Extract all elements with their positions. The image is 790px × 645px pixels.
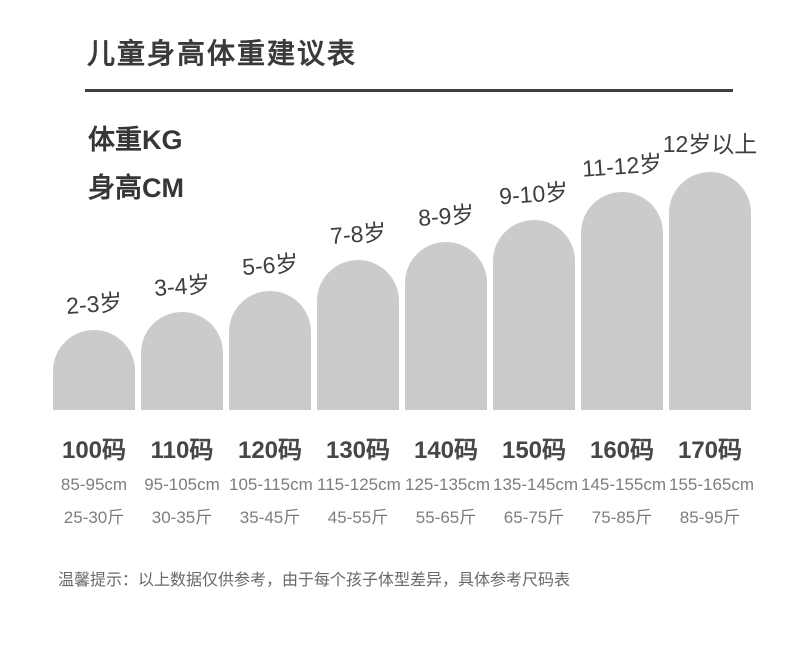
bar-column: 5-6岁 — [229, 246, 311, 410]
size-code: 110码 — [150, 437, 214, 464]
weight-range: 30-35斤 — [151, 508, 213, 527]
bar-column: 3-4岁 — [141, 267, 223, 410]
bar — [581, 192, 663, 410]
size-code: 140码 — [413, 437, 479, 464]
height-range: 115-125cm — [317, 475, 401, 494]
bar-column: 9-10岁 — [493, 175, 575, 410]
age-label: 7-8岁 — [329, 219, 388, 249]
page-title: 儿童身高体重建议表 — [87, 38, 358, 69]
age-label: 5-6岁 — [241, 250, 300, 280]
age-label: 3-4岁 — [153, 271, 212, 301]
weight-range: 65-75斤 — [503, 508, 565, 527]
weight-range: 25-30斤 — [63, 508, 125, 527]
bar — [405, 242, 487, 410]
title-divider — [85, 89, 733, 92]
weight-range: 55-65斤 — [415, 508, 477, 527]
height-range: 135-145cm — [493, 475, 579, 494]
height-range: 125-135cm — [405, 475, 491, 494]
age-label: 8-9岁 — [417, 201, 476, 231]
weight-range-row: 25-30斤 30-35斤 35-45斤 45-55斤 55-65斤 65-75… — [53, 503, 751, 528]
bar — [493, 220, 575, 410]
bar-column: 12岁以上 — [663, 125, 757, 410]
height-range: 95-105cm — [144, 475, 220, 494]
weight-range: 45-55斤 — [327, 508, 389, 527]
age-label: 2-3岁 — [65, 289, 124, 319]
size-code: 100码 — [61, 437, 127, 464]
height-range: 155-165cm — [669, 475, 755, 494]
bar — [317, 260, 399, 410]
height-range-row: 85-95cm 95-105cm 105-115cm 115-125cm 125… — [53, 475, 755, 495]
bar — [229, 291, 311, 410]
height-unit-label: 身高CM — [88, 173, 184, 203]
bar-column: 2-3岁 — [53, 285, 135, 410]
bar — [669, 172, 751, 410]
height-range: 145-155cm — [581, 475, 667, 494]
bar — [141, 312, 223, 410]
height-range: 85-95cm — [60, 475, 128, 494]
size-code: 130码 — [325, 437, 391, 464]
age-label: 11-12岁 — [581, 150, 664, 182]
size-code-row: 100码 110码 120码 130码 140码 150码 160码 170码 — [53, 430, 751, 465]
weight-range: 35-45斤 — [239, 508, 301, 527]
weight-range: 85-95斤 — [679, 508, 741, 527]
disclaimer-note: 温馨提示：以上数据仅供参考，由于每个孩子体型差异，具体参考尺码表 — [58, 572, 571, 589]
size-code: 160码 — [589, 437, 655, 464]
size-code: 150码 — [501, 437, 567, 464]
weight-range: 75-85斤 — [591, 508, 653, 527]
bar-column: 7-8岁 — [317, 215, 399, 410]
age-label: 9-10岁 — [498, 178, 570, 210]
bar-column: 11-12岁 — [581, 147, 663, 410]
bar-column: 8-9岁 — [405, 197, 487, 410]
bar — [53, 330, 135, 410]
weight-unit-label: 体重KG — [88, 125, 183, 155]
age-label: 12岁以上 — [662, 131, 758, 157]
size-code: 170码 — [677, 437, 743, 464]
bar-chart: 2-3岁 3-4岁 5-6岁 7-8岁 8-9岁 9-10岁 11-12岁 1 — [53, 100, 757, 410]
height-range: 105-115cm — [229, 475, 313, 494]
size-code: 120码 — [237, 437, 303, 464]
